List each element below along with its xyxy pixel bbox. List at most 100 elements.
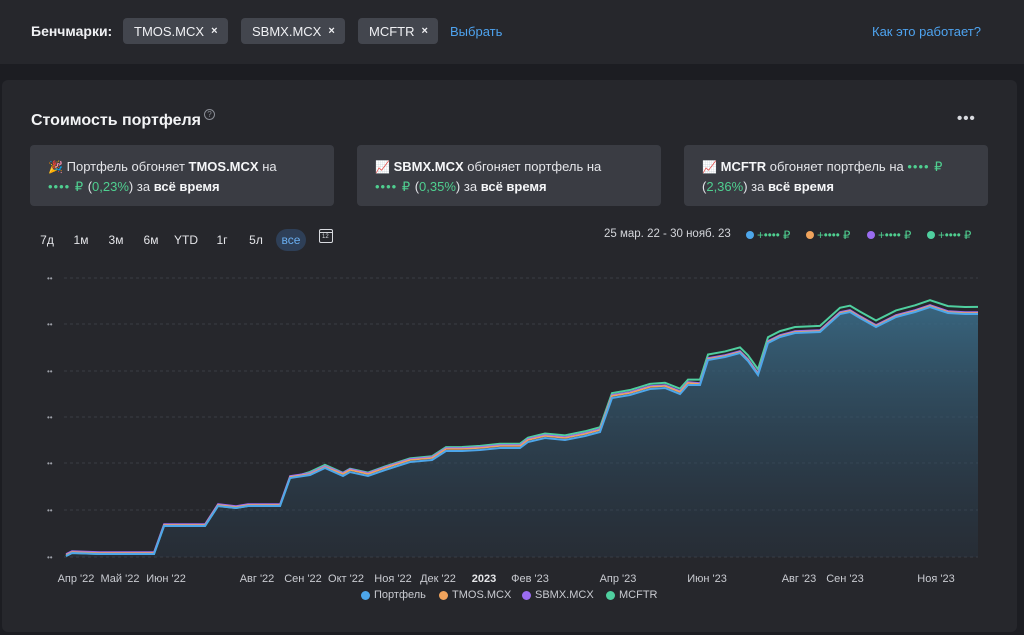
- benchmarks-bar: Бенчмарки: TMOS.MCX × SBMX.MCX × MCFTR ×…: [0, 0, 1024, 64]
- period-5y[interactable]: 5л: [249, 233, 263, 247]
- benchmarks-label: Бенчмарки:: [31, 23, 113, 39]
- y-tick-label: ••: [47, 274, 53, 283]
- x-tick-label: Июн '23: [687, 573, 727, 585]
- chart-up-icon: 📈: [702, 160, 717, 174]
- info-card-tmos: 🎉 Портфель обгоняет TMOS.MCX на •••• ₽ (…: [30, 145, 334, 206]
- info-percent: 0,23%: [92, 179, 129, 194]
- x-tick-label: Май '22: [101, 573, 140, 585]
- y-tick-label: ••: [47, 413, 53, 422]
- legend-value: +•••• ₽: [817, 230, 851, 242]
- y-tick-label: ••: [47, 459, 53, 468]
- info-percent: 2,36%: [706, 179, 744, 194]
- legend-value: +•••• ₽: [757, 230, 791, 242]
- legend-item-sbmx[interactable]: SBMX.MCX: [522, 589, 594, 601]
- chip-sbmx[interactable]: SBMX.MCX ×: [241, 18, 345, 44]
- x-tick-label: Апр '23: [600, 573, 637, 585]
- x-tick-label: Авг '23: [782, 573, 817, 585]
- period-1y[interactable]: 1г: [216, 233, 228, 247]
- y-tick-label: ••: [47, 553, 53, 562]
- info-text: за: [460, 179, 481, 194]
- info-period: всё время: [153, 179, 220, 194]
- info-amount: •••• ₽: [907, 159, 944, 174]
- legend-item-portfolio[interactable]: Портфель: [361, 589, 426, 601]
- help-icon[interactable]: ?: [204, 109, 215, 120]
- dot-icon: [746, 231, 754, 239]
- info-card-mcftr: 📈 MCFTR обгоняет портфель на •••• ₽ (2,3…: [684, 145, 988, 206]
- x-tick-label: Авг '22: [240, 573, 275, 585]
- y-axis: •• •• •• •• •• •• ••: [47, 274, 53, 562]
- info-period: всё время: [480, 179, 547, 194]
- legend-item-mcftr[interactable]: MCFTR: [606, 589, 658, 601]
- x-tick-label: Июн '22: [146, 573, 186, 585]
- series-line-portfolio: [65, 305, 978, 557]
- info-amount: •••• ₽: [48, 179, 85, 194]
- date-range: 25 мар. 22 - 30 нояб. 23: [604, 228, 731, 240]
- dot-icon: [927, 231, 935, 239]
- chart-up-icon: 📈: [375, 160, 390, 174]
- info-text: на: [258, 159, 277, 174]
- dot-icon: [867, 231, 875, 239]
- x-tick-label: Апр '22: [58, 573, 95, 585]
- info-text: Портфель обгоняет: [66, 159, 189, 174]
- period-6m[interactable]: 6м: [143, 233, 159, 247]
- close-icon[interactable]: ×: [211, 25, 218, 37]
- calendar-icon[interactable]: 12: [319, 229, 333, 243]
- close-icon[interactable]: ×: [421, 25, 428, 37]
- x-tick-label: Сен '22: [284, 573, 322, 585]
- chip-label: TMOS.MCX: [134, 23, 205, 39]
- legend-value-portfolio: +•••• ₽: [746, 228, 790, 242]
- portfolio-area: [66, 307, 978, 557]
- info-percent: 0,35%: [419, 179, 456, 194]
- info-text: обгоняет портфель на: [766, 159, 908, 174]
- x-tick-label: Ноя '23: [917, 573, 954, 585]
- calendar-day: 12: [322, 234, 329, 240]
- dot-icon: [522, 590, 531, 600]
- chip-tmos[interactable]: TMOS.MCX ×: [123, 18, 228, 44]
- legend-value: +•••• ₽: [938, 230, 972, 242]
- legend-value: +•••• ₽: [878, 230, 912, 242]
- legend-label: Портфель: [374, 589, 426, 601]
- legend-item-tmos[interactable]: TMOS.MCX: [439, 589, 511, 601]
- select-benchmark-link[interactable]: Выбрать: [450, 24, 503, 39]
- y-tick-label: ••: [47, 506, 53, 515]
- period-all[interactable]: все: [276, 229, 306, 251]
- info-ticker: MCFTR: [720, 159, 767, 174]
- info-amount: •••• ₽: [375, 179, 412, 194]
- period-1m[interactable]: 1м: [73, 233, 89, 247]
- x-tick-label: 2023: [472, 573, 496, 585]
- dot-icon: [806, 231, 814, 239]
- info-text: за: [747, 179, 768, 194]
- x-tick-label: Фев '23: [511, 573, 549, 585]
- period-7d[interactable]: 7д: [40, 233, 54, 247]
- x-tick-label: Дек '22: [420, 573, 456, 585]
- y-tick-label: ••: [47, 320, 53, 329]
- x-axis: Апр '22 Май '22 Июн '22 Авг '22 Сен '22 Окт '…: [58, 573, 955, 585]
- party-icon: 🎉: [48, 160, 63, 174]
- legend-value-tmos: +•••• ₽: [806, 228, 850, 242]
- card-title: Стоимость портфеля: [31, 112, 202, 129]
- dot-icon: [606, 590, 615, 600]
- info-text: за: [133, 179, 154, 194]
- legend-value-mcftr: +•••• ₽: [927, 228, 971, 242]
- x-tick-label: Окт '22: [328, 573, 364, 585]
- period-ytd[interactable]: YTD: [174, 233, 198, 247]
- info-ticker: TMOS.MCX: [188, 159, 259, 174]
- dot-icon: [439, 590, 448, 600]
- chip-label: SBMX.MCX: [252, 23, 322, 39]
- dot-icon: [361, 590, 370, 600]
- chip-mcftr[interactable]: MCFTR ×: [358, 18, 438, 44]
- x-tick-label: Сен '23: [826, 573, 864, 585]
- info-card-sbmx: 📈 SBMX.MCX обгоняет портфель на •••• ₽ (…: [357, 145, 661, 206]
- period-3m[interactable]: 3м: [108, 233, 124, 247]
- info-text: обгоняет портфель на: [463, 159, 602, 174]
- close-icon[interactable]: ×: [328, 25, 335, 37]
- how-it-works-link[interactable]: Как это работает?: [872, 24, 981, 39]
- legend-value-sbmx: +•••• ₽: [867, 228, 911, 242]
- more-options-icon[interactable]: •••: [957, 110, 976, 127]
- info-period: всё время: [767, 179, 834, 194]
- legend-label: MCFTR: [619, 589, 658, 601]
- legend-label: SBMX.MCX: [535, 589, 594, 601]
- y-tick-label: ••: [47, 367, 53, 376]
- info-ticker: SBMX.MCX: [393, 159, 464, 174]
